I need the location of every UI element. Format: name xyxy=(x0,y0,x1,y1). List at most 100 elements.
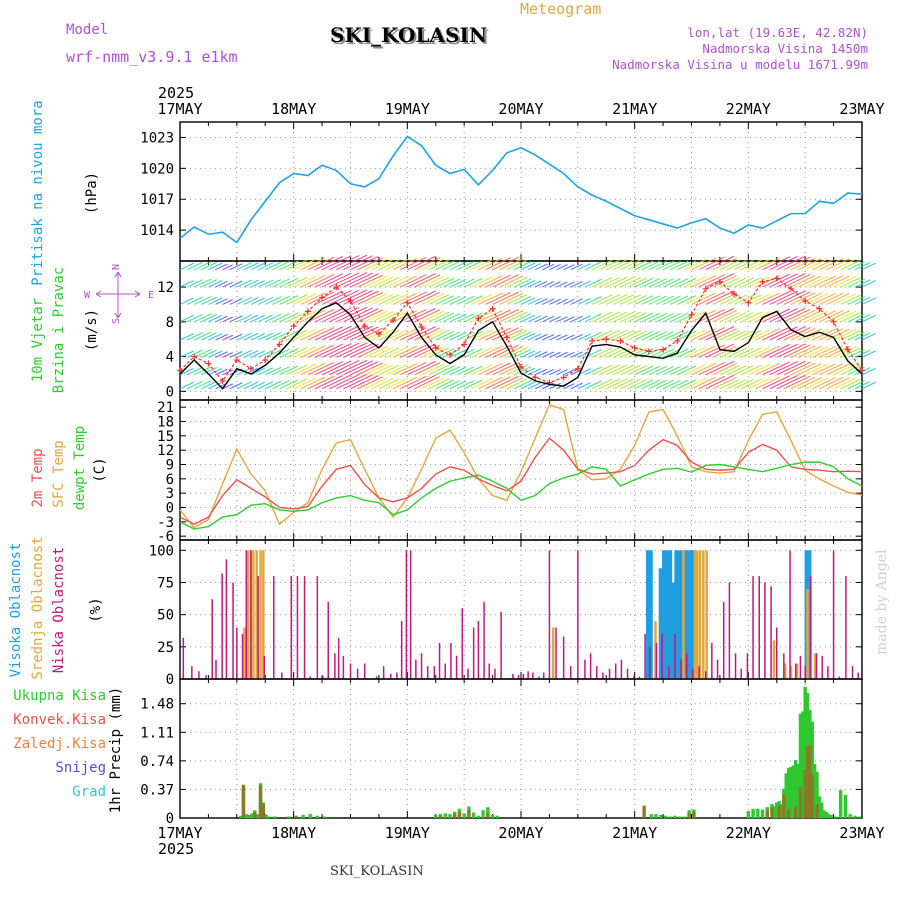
high-cloud-label: Visoka Oblacnost xyxy=(8,543,24,678)
wind-barb xyxy=(691,328,716,341)
wind-barb xyxy=(804,363,829,376)
wind-barb xyxy=(783,308,811,323)
wind-gust-marker xyxy=(461,341,468,348)
wind-barb xyxy=(655,365,674,376)
low-cloud-bar xyxy=(500,612,502,679)
wind-barb xyxy=(677,260,697,271)
wind-barb xyxy=(321,255,352,271)
wind-barb xyxy=(407,374,436,390)
wind-barb xyxy=(804,328,829,341)
wind-barb xyxy=(783,256,811,271)
wind-barb xyxy=(719,294,740,305)
wind-barb xyxy=(719,259,740,271)
wind-barb xyxy=(812,310,836,323)
wind-barb xyxy=(719,312,740,323)
ytick-label: 0 xyxy=(166,672,174,688)
wind-gust-marker xyxy=(589,337,596,344)
wind-barb xyxy=(492,344,520,358)
low-cloud-label: Niska Oblacnost xyxy=(51,547,67,673)
low-cloud-bar xyxy=(832,550,835,679)
wind-gust-marker xyxy=(276,341,283,348)
wind-barb xyxy=(407,326,436,341)
mid-cloud-bar xyxy=(702,550,705,679)
low-cloud-bar xyxy=(349,663,352,679)
wind-gust-marker xyxy=(375,330,382,337)
wind-barb xyxy=(634,312,654,323)
wind-barb xyxy=(819,363,844,376)
wind-barb xyxy=(613,294,635,305)
convective-rain-bar xyxy=(770,807,774,818)
ytick-label: 9 xyxy=(166,458,174,474)
convective-rain-bar xyxy=(253,811,257,818)
wind-barb xyxy=(819,376,844,390)
wind-barb xyxy=(307,327,335,341)
low-cloud-bar xyxy=(415,659,417,679)
low-cloud-bar xyxy=(309,676,311,679)
low-cloud-bar xyxy=(857,672,859,679)
total-rain-bar xyxy=(829,814,833,818)
wind-barb xyxy=(193,366,212,376)
wind-barb xyxy=(606,259,628,271)
wind-barb xyxy=(783,291,811,305)
wind-barb xyxy=(456,331,475,341)
wind-barb xyxy=(222,383,233,390)
wind-barb xyxy=(485,362,511,376)
wind-gust-marker xyxy=(347,297,354,304)
wind-barb xyxy=(385,329,409,341)
mid-cloud-bar xyxy=(243,627,246,679)
wind-barb xyxy=(712,257,737,271)
wind-barb xyxy=(740,259,762,271)
mid-cloud-bar xyxy=(246,550,249,679)
wind-barb xyxy=(748,364,770,376)
wind-barb xyxy=(442,380,461,390)
wind-barb xyxy=(215,351,228,358)
wind-barb xyxy=(336,324,368,341)
wind-gust-marker xyxy=(361,323,368,330)
wind-barb xyxy=(208,280,223,288)
wind-barb xyxy=(826,258,850,271)
wind-barb xyxy=(527,315,542,323)
wind-barb xyxy=(556,334,568,341)
total-rain-bar xyxy=(817,796,822,818)
wind-barb xyxy=(186,367,203,376)
top-date-label: 20MAY xyxy=(498,100,543,118)
low-cloud-bar xyxy=(342,655,345,679)
wind-barb xyxy=(385,377,409,390)
total-rain-bar xyxy=(677,816,682,818)
wind-barb xyxy=(435,277,455,288)
wind-barb xyxy=(471,276,493,288)
wind-barb xyxy=(414,376,441,390)
wind-barb xyxy=(471,293,493,305)
wind-barb xyxy=(733,347,754,358)
wind-gust-marker xyxy=(404,299,411,306)
wind-barb xyxy=(506,329,528,341)
total-rain-bar xyxy=(820,802,824,818)
wind-barb xyxy=(861,314,876,323)
low-cloud-bar xyxy=(327,601,329,679)
wind-barb xyxy=(250,314,265,323)
wind-barb xyxy=(542,351,555,358)
wind-barb xyxy=(790,275,816,288)
wind-barb xyxy=(584,380,602,390)
low-cloud-bar xyxy=(455,655,458,679)
total-rain-bar xyxy=(822,810,826,818)
wind-barb xyxy=(257,332,274,341)
wind-barb xyxy=(570,298,583,305)
wind-barb xyxy=(499,292,524,305)
wind-barb xyxy=(293,258,317,271)
wind-barb xyxy=(179,381,194,390)
total-rain-bar xyxy=(495,815,500,818)
wind-barb xyxy=(378,378,400,390)
wind-barb xyxy=(471,329,493,341)
wind-barb xyxy=(783,273,811,288)
wind-barb xyxy=(449,366,467,376)
low-cloud-bar xyxy=(303,576,306,679)
wind-barb xyxy=(499,258,524,271)
wind-barb xyxy=(570,315,583,323)
wind-barb xyxy=(449,331,467,341)
total-rain-bar xyxy=(443,813,447,818)
convective-rain-bar xyxy=(810,774,814,818)
wind-barb xyxy=(442,313,461,323)
low-cloud-bar xyxy=(461,608,464,679)
top-date-label: 18MAY xyxy=(271,100,316,118)
